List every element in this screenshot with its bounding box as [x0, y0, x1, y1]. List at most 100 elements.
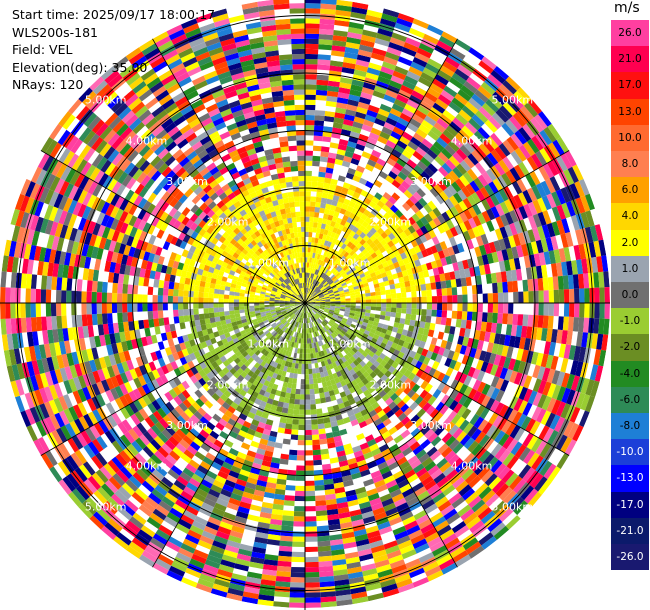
gate-cell: [305, 592, 321, 598]
gate-cell: [429, 322, 436, 331]
gate-cell: [195, 583, 213, 594]
gate-cell: [325, 330, 331, 336]
gate-cell: [338, 224, 345, 231]
gate-cell: [351, 280, 358, 285]
gate-cell: [549, 176, 561, 192]
gate-cell: [322, 280, 327, 285]
gate-cell: [502, 80, 518, 95]
gate-cell: [463, 141, 475, 154]
gate-cell: [392, 525, 407, 536]
gate-cell: [353, 528, 367, 537]
gate-cell: [305, 424, 312, 431]
gate-cell: [324, 172, 333, 179]
gate-cell: [415, 228, 424, 237]
gate-cell: [142, 303, 148, 312]
gate-cell: [267, 477, 278, 484]
gate-cell: [388, 153, 400, 163]
gate-cell: [292, 326, 296, 332]
gate-cell: [414, 201, 424, 211]
gate-cell: [326, 198, 333, 205]
gate-cell: [485, 273, 493, 284]
gate-cell: [538, 303, 544, 316]
gate-cell: [183, 509, 197, 521]
gate-cell: [502, 435, 514, 450]
gate-cell: [350, 307, 356, 311]
gate-cell: [440, 394, 450, 405]
gate-cell: [341, 67, 355, 75]
gate-cell: [306, 307, 308, 313]
gate-cell: [495, 203, 505, 217]
gate-cell: [327, 289, 333, 293]
gate-cell: [465, 276, 472, 286]
gate-cell: [400, 84, 414, 95]
gate-cell: [413, 509, 427, 521]
gate-cell: [420, 225, 429, 235]
gate-cell: [248, 509, 261, 517]
gate-cell: [30, 288, 36, 303]
gate-cell: [373, 554, 389, 564]
gate-cell: [242, 491, 254, 500]
gate-cell: [575, 361, 584, 377]
gate-cell: [299, 333, 302, 339]
gate-cell: [513, 427, 526, 442]
gate-cell: [339, 294, 346, 298]
gate-cell: [347, 566, 363, 575]
gate-cell: [367, 104, 380, 114]
gate-cell: [224, 311, 230, 316]
gate-cell: [305, 79, 317, 85]
gate-cell: [309, 348, 313, 354]
gate-cell: [435, 496, 449, 508]
gate-cell: [551, 384, 562, 400]
gate-cell: [426, 303, 433, 310]
gate-cell: [414, 278, 421, 286]
gate-cell: [454, 203, 464, 214]
gate-cell: [399, 318, 406, 325]
gate-cell: [239, 501, 252, 510]
gate-cell: [333, 312, 339, 316]
gate-cell: [447, 410, 458, 422]
gate-cell: [279, 545, 293, 552]
gate-cell: [268, 393, 276, 400]
gate-cell: [306, 293, 310, 299]
gate-cell: [603, 271, 610, 288]
gate-cell: [354, 313, 360, 318]
gate-cell: [513, 257, 521, 270]
gate-cell: [442, 295, 448, 303]
gate-cell: [91, 280, 98, 293]
gate-cell: [436, 309, 443, 318]
gate-cell: [342, 124, 353, 132]
gate-cell: [445, 279, 452, 289]
gate-cell: [353, 116, 365, 125]
gate-cell: [404, 469, 416, 480]
gate-cell: [269, 360, 275, 367]
gate-cell: [375, 295, 382, 300]
gate-cell: [332, 323, 338, 329]
gate-cell: [396, 197, 406, 206]
gate-cell: [432, 492, 446, 504]
gate-cell: [252, 494, 264, 502]
gate-cell: [437, 303, 443, 311]
gate-cell: [333, 349, 339, 356]
gate-cell: [373, 238, 381, 246]
gate-cell: [314, 304, 321, 307]
gate-cell: [337, 92, 350, 100]
gate-cell: [501, 172, 512, 187]
gate-cell: [589, 364, 599, 381]
gate-cell: [401, 46, 417, 57]
gate-cell: [325, 285, 331, 290]
gate-cell: [509, 383, 519, 396]
gate-cell: [523, 217, 533, 231]
gate-cell: [228, 535, 242, 544]
gate-cell: [336, 317, 343, 322]
gate-cell: [435, 98, 449, 110]
gate-cell: [531, 455, 544, 471]
gate-cell: [334, 19, 350, 27]
gate-cell: [317, 535, 330, 542]
gate-cell: [578, 317, 585, 333]
gate-cell: [306, 307, 309, 313]
gate-cell: [347, 284, 354, 289]
gate-cell: [495, 377, 505, 390]
gate-cell: [376, 484, 388, 493]
gate-cell: [358, 284, 364, 289]
gate-cell: [324, 208, 330, 215]
